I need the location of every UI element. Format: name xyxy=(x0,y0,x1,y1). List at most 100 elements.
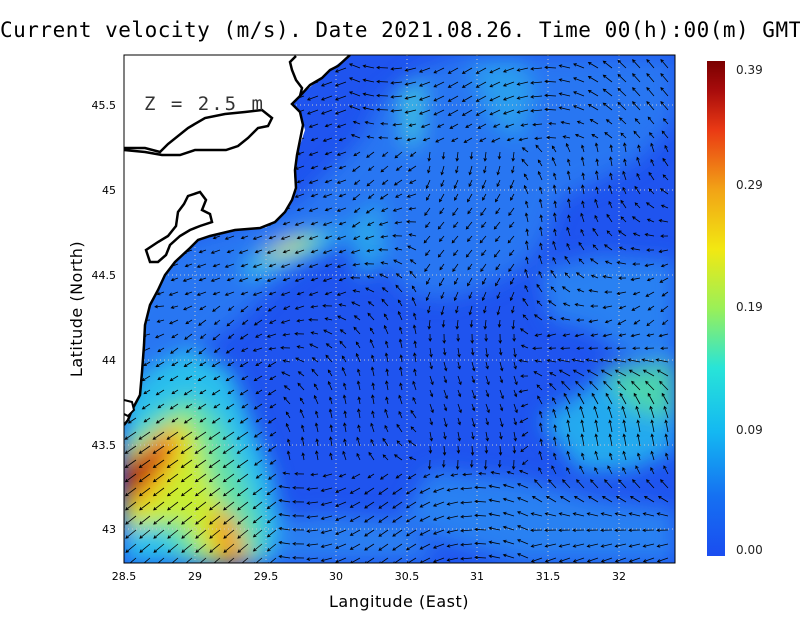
velocity-arrow xyxy=(407,440,417,447)
velocity-arrow xyxy=(222,445,235,454)
velocity-arrow xyxy=(310,304,319,309)
velocity-arrow xyxy=(294,249,305,254)
velocity-arrow xyxy=(308,318,319,322)
velocity-arrow xyxy=(167,515,179,525)
velocity-arrow xyxy=(171,333,179,339)
velocity-arrow xyxy=(646,479,655,489)
velocity-arrow xyxy=(252,501,263,510)
velocity-arrow xyxy=(197,403,207,410)
velocity-arrow xyxy=(461,109,473,116)
velocity-arrow xyxy=(630,247,641,251)
velocity-arrow xyxy=(562,479,571,489)
velocity-arrow xyxy=(398,410,403,419)
velocity-arrow xyxy=(549,382,557,391)
velocity-arrow xyxy=(143,417,151,423)
x-axis-title: Langitude (East) xyxy=(329,592,469,611)
velocity-arrow xyxy=(349,487,361,494)
velocity-arrow xyxy=(537,159,543,167)
velocity-arrow xyxy=(436,123,445,128)
velocity-arrow xyxy=(471,431,475,440)
velocity-arrow xyxy=(419,515,431,522)
velocity-arrow xyxy=(572,528,585,533)
velocity-arrow xyxy=(324,263,333,268)
velocity-arrow xyxy=(632,262,641,266)
velocity-arrow xyxy=(511,151,516,162)
velocity-arrow xyxy=(499,361,504,372)
velocity-arrow xyxy=(342,394,347,405)
velocity-arrow xyxy=(397,299,403,307)
velocity-arrow xyxy=(428,333,432,342)
velocity-arrow xyxy=(169,403,179,410)
velocity-arrow xyxy=(237,501,249,511)
velocity-arrow xyxy=(406,515,417,523)
velocity-arrow xyxy=(381,151,389,157)
velocity-arrow xyxy=(617,101,627,111)
velocity-arrow xyxy=(423,235,431,244)
velocity-arrow xyxy=(194,445,207,454)
velocity-arrow xyxy=(442,445,447,456)
velocity-arrow xyxy=(517,497,529,503)
velocity-arrow xyxy=(602,333,613,338)
velocity-arrow xyxy=(198,319,207,326)
velocity-arrow xyxy=(296,318,305,323)
velocity-arrow xyxy=(196,263,207,268)
velocity-arrow xyxy=(511,305,515,314)
velocity-arrow xyxy=(494,235,501,243)
velocity-arrow xyxy=(167,501,179,511)
velocity-arrow xyxy=(406,501,417,509)
velocity-arrow xyxy=(560,317,571,321)
velocity-arrow xyxy=(254,277,263,282)
velocity-arrow xyxy=(618,333,627,337)
velocity-arrow xyxy=(513,375,518,386)
velocity-arrow xyxy=(622,433,627,447)
velocity-arrow xyxy=(424,207,431,216)
velocity-arrow xyxy=(394,247,403,251)
x-tick-label: 31.5 xyxy=(536,570,561,583)
velocity-arrow xyxy=(166,459,179,468)
velocity-arrow xyxy=(349,515,361,522)
velocity-arrow xyxy=(324,179,333,184)
velocity-arrow xyxy=(433,95,445,102)
velocity-arrow xyxy=(520,445,529,453)
velocity-arrow xyxy=(184,333,193,340)
velocity-arrow xyxy=(394,136,403,141)
velocity-arrow xyxy=(467,263,473,271)
velocity-arrow xyxy=(406,220,417,224)
velocity-arrow xyxy=(573,91,585,97)
velocity-arrow xyxy=(454,277,459,285)
velocity-arrow xyxy=(502,81,515,87)
velocity-arrow xyxy=(530,94,543,99)
velocity-arrow xyxy=(139,501,151,511)
velocity-arrow xyxy=(485,361,489,370)
velocity-arrow xyxy=(516,67,529,72)
velocity-arrow xyxy=(550,269,557,279)
velocity-arrow xyxy=(558,64,571,69)
velocity-arrow xyxy=(183,361,193,368)
velocity-arrow xyxy=(605,392,613,405)
velocity-arrow xyxy=(566,467,571,475)
velocity-arrow xyxy=(662,118,669,125)
velocity-arrow xyxy=(512,445,517,454)
velocity-arrow xyxy=(576,479,585,489)
y-tick-label: 43 xyxy=(102,523,116,536)
velocity-arrow xyxy=(209,515,221,525)
velocity-arrow xyxy=(485,375,490,386)
velocity-arrow xyxy=(439,207,445,215)
velocity-arrow xyxy=(183,389,193,396)
velocity-arrow xyxy=(457,361,461,370)
velocity-arrow xyxy=(586,528,599,533)
velocity-arrow xyxy=(586,543,599,548)
velocity-arrow xyxy=(558,92,571,97)
velocity-arrow xyxy=(392,487,403,495)
velocity-arrow xyxy=(628,369,641,377)
velocity-arrow xyxy=(629,495,641,503)
velocity-arrow xyxy=(609,144,613,153)
velocity-arrow xyxy=(617,380,627,391)
velocity-arrow xyxy=(566,226,571,237)
velocity-arrow xyxy=(489,67,501,74)
velocity-arrow xyxy=(364,501,375,509)
velocity-arrow xyxy=(478,471,487,476)
velocity-arrow xyxy=(632,232,641,237)
velocity-arrow xyxy=(404,81,417,86)
velocity-arrow xyxy=(266,515,277,524)
